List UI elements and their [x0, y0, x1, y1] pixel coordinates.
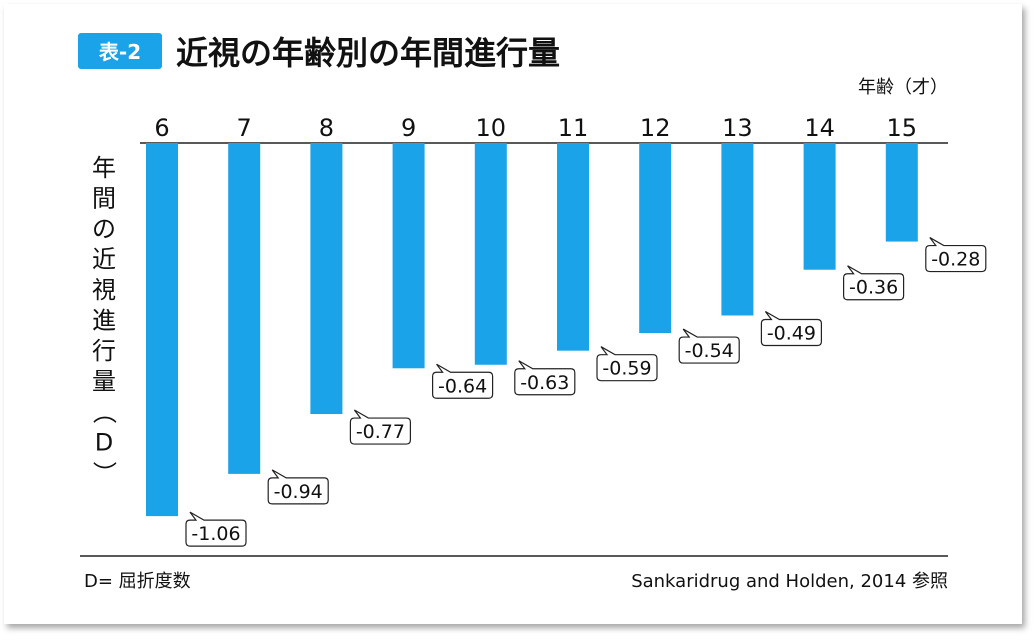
bar — [310, 143, 343, 415]
y-axis-label-char: 近 — [92, 246, 116, 274]
y-axis-label-char: （ — [90, 400, 118, 424]
data-label-text: -0.36 — [849, 277, 898, 299]
y-axis-label-char: 行 — [92, 337, 116, 365]
data-label: -0.36 — [843, 265, 905, 301]
data-label-box — [267, 469, 329, 505]
bars — [146, 143, 918, 517]
bar — [803, 143, 836, 270]
data-label-text: -0.49 — [767, 322, 816, 344]
data-label: -1.06 — [185, 511, 247, 547]
x-tick-label: 14 — [804, 114, 835, 142]
title-badge — [78, 33, 162, 69]
bar — [392, 143, 425, 369]
data-label: -0.54 — [678, 328, 740, 364]
data-label-box — [678, 328, 740, 364]
data-label-box — [349, 409, 411, 445]
title-badge-label: 表-2 — [99, 40, 141, 64]
data-label-box — [596, 346, 658, 382]
x-tick-label: 9 — [401, 114, 416, 142]
data-label-text: -0.59 — [602, 358, 651, 380]
data-label: -0.63 — [514, 360, 576, 396]
x-axis-label: 年齢（才） — [858, 77, 948, 98]
x-tick-label: 10 — [476, 114, 507, 142]
bar — [557, 143, 589, 351]
data-label-text: -0.94 — [274, 481, 323, 503]
data-label-box — [514, 360, 576, 396]
chart-title: 近視の年齢別の年間進行量 — [176, 34, 560, 72]
bar — [146, 143, 178, 517]
y-axis-label-char: の — [92, 215, 116, 243]
bar — [885, 143, 918, 242]
y-axis-label-char: 量 — [92, 368, 116, 396]
data-label: -0.49 — [760, 310, 822, 347]
y-axis-label-char: ） — [90, 461, 118, 485]
x-tick-labels: 6 7 8 9 10 11 12 13 14 15 — [154, 114, 917, 142]
x-tick-label: 15 — [887, 114, 918, 142]
x-tick-label: 11 — [558, 114, 589, 142]
bar — [639, 143, 672, 334]
y-axis-label-char: D — [95, 429, 113, 457]
y-axis-label-char: 年 — [92, 154, 116, 182]
y-axis-label-char: 視 — [92, 276, 116, 304]
data-label: -0.64 — [432, 363, 494, 399]
y-axis-label-char: 進 — [92, 307, 116, 335]
data-label: -0.77 — [349, 409, 411, 445]
data-label-text: -0.63 — [520, 372, 569, 394]
bar — [721, 143, 754, 316]
x-tick-label: 13 — [722, 114, 753, 142]
data-label-box — [760, 310, 822, 347]
y-axis-label-char: 間 — [92, 185, 116, 213]
data-label-text: -0.64 — [438, 375, 487, 397]
value-labels: -1.06 -0.94 -0.77 -0.64 -0.63 -0.59 -0.54 -0.49… — [185, 237, 987, 547]
data-label-text: -1.06 — [191, 523, 240, 545]
data-label-text: -0.77 — [356, 421, 405, 443]
data-label-box — [843, 265, 905, 301]
data-label-text: -0.28 — [931, 249, 980, 271]
data-label-box — [432, 363, 494, 399]
x-tick-label: 8 — [319, 114, 334, 142]
bar — [474, 143, 507, 365]
footer-note: D= 屈折度数 — [84, 571, 191, 592]
x-tick-label: 6 — [154, 114, 169, 142]
data-label-box — [925, 237, 987, 273]
data-label: -0.94 — [267, 469, 329, 505]
data-label-box — [185, 511, 247, 547]
data-label: -0.59 — [596, 346, 658, 382]
bar — [228, 143, 261, 474]
footer-source: Sankaridrug and Holden, 2014 参照 — [631, 571, 948, 592]
x-tick-label: 12 — [640, 114, 671, 142]
data-label: -0.28 — [925, 237, 987, 273]
x-tick-label: 7 — [237, 114, 252, 142]
data-label-text: -0.54 — [685, 340, 734, 362]
